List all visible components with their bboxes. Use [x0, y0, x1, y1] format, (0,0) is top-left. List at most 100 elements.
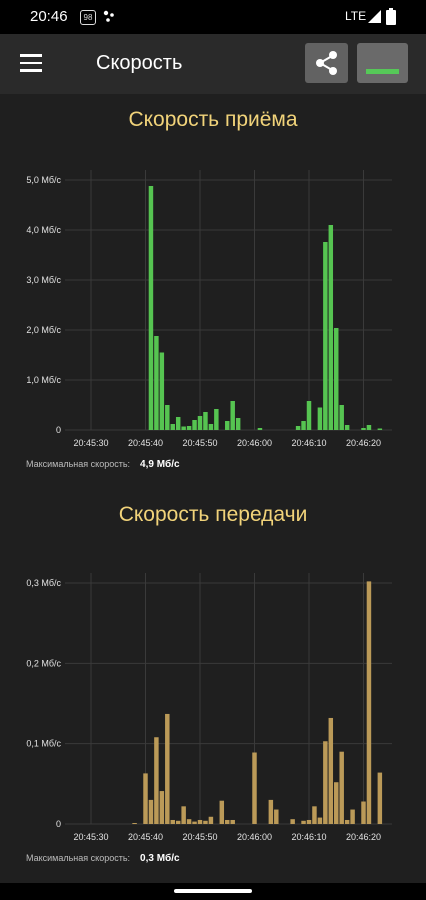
download-bar — [306, 401, 312, 430]
upload-max-value: 0,3 Мб/с — [140, 853, 180, 864]
share-button[interactable] — [305, 43, 348, 83]
upload-y-tick: 0,2 Мб/с — [26, 658, 61, 668]
upload-bar — [274, 809, 279, 824]
app-bar: Скорость — [0, 34, 426, 94]
upload-max-speed: Максимальная скорость: 0,3 Мб/с — [26, 853, 180, 864]
upload-bar — [154, 737, 159, 824]
upload-x-tick: 20:46:00 — [237, 832, 272, 842]
upload-speed-chart: 0 0,1 Мб/с 0,2 Мб/с 0,3 Мб/с 20:45:30 20:45:4… — [26, 573, 392, 842]
download-bar — [257, 428, 263, 430]
download-bar — [208, 424, 214, 430]
upload-x-tick: 20:45:50 — [182, 832, 217, 842]
upload-y-tick: 0 — [56, 819, 61, 829]
download-x-tick: 20:45:30 — [73, 438, 108, 448]
upload-bar — [312, 806, 317, 824]
download-bar — [235, 418, 241, 430]
download-y-tick: 1,0 Мб/с — [26, 375, 61, 385]
upload-bar — [350, 809, 355, 824]
download-bar — [181, 426, 186, 430]
download-y-tick: 2,0 Мб/с — [26, 325, 61, 335]
download-bar — [154, 336, 159, 430]
download-bar — [344, 425, 350, 430]
download-y-tick: 0 — [56, 425, 61, 435]
upload-x-tick: 20:46:20 — [346, 832, 381, 842]
download-bar — [186, 426, 192, 430]
download-bar — [339, 405, 344, 430]
download-bar — [203, 412, 208, 430]
upload-x-tick: 20:45:40 — [128, 832, 163, 842]
graph-view-icon — [366, 69, 399, 74]
download-bar — [175, 417, 181, 430]
upload-bar — [377, 772, 383, 824]
upload-bar — [268, 799, 274, 824]
upload-bar — [170, 819, 175, 824]
upload-x-tick: 20:46:10 — [291, 832, 326, 842]
download-bar — [366, 425, 372, 430]
upload-bar — [208, 816, 214, 824]
download-x-tick: 20:46:20 — [346, 438, 381, 448]
assistant-dots-icon — [103, 10, 114, 22]
upload-bar — [317, 817, 323, 824]
upload-bar — [323, 741, 328, 824]
upload-bar — [328, 717, 334, 824]
download-y-tick: 3,0 Мб/с — [26, 275, 61, 285]
download-bar — [159, 352, 165, 430]
upload-bar — [181, 806, 186, 824]
download-bar — [334, 328, 339, 430]
download-max-speed: Максимальная скорость: 4,9 Мб/с — [26, 459, 180, 470]
upload-bar — [143, 773, 148, 824]
download-bar — [295, 426, 301, 430]
download-bar — [230, 401, 235, 430]
upload-bar — [132, 823, 137, 824]
page-title: Скорость — [96, 52, 183, 74]
upload-max-label: Максимальная скорость: — [26, 853, 131, 863]
battery-icon — [386, 8, 396, 25]
status-time: 20:46 — [30, 8, 68, 25]
upload-chart-title: Скорость передачи — [118, 503, 308, 526]
graph-view-button[interactable] — [357, 43, 408, 83]
upload-bar — [219, 800, 225, 824]
download-bar — [317, 407, 323, 430]
upload-bar — [186, 819, 192, 824]
download-bar — [165, 405, 170, 430]
download-bar — [301, 421, 306, 430]
download-x-tick: 20:46:10 — [291, 438, 326, 448]
upload-bar — [334, 782, 339, 824]
upload-bar — [301, 820, 306, 824]
download-bar — [377, 428, 383, 430]
download-bar — [197, 416, 203, 430]
upload-bar — [230, 819, 235, 824]
menu-icon[interactable] — [20, 54, 42, 72]
upload-bar — [225, 819, 230, 824]
upload-bar — [148, 799, 154, 824]
upload-bar — [344, 819, 350, 824]
upload-bar — [197, 819, 203, 824]
download-bar — [192, 420, 197, 430]
download-max-label: Максимальная скорость: — [26, 459, 131, 469]
home-gesture-handle[interactable] — [174, 889, 252, 893]
status-bar: 20:46 98 LTE — [0, 0, 426, 34]
upload-bar — [203, 820, 208, 824]
download-chart-title: Скорость приёма — [128, 108, 298, 131]
upload-y-tick: 0,3 Мб/с — [26, 578, 61, 588]
upload-bar — [165, 713, 170, 824]
download-bar — [361, 428, 366, 430]
upload-bar — [361, 801, 366, 824]
download-bar — [225, 421, 230, 430]
upload-bar — [306, 819, 312, 824]
notification-badge-icon: 98 — [80, 10, 96, 25]
download-y-tick: 4,0 Мб/с — [26, 225, 61, 235]
download-bar — [214, 409, 219, 430]
upload-bar — [192, 821, 197, 824]
upload-bar — [175, 820, 181, 824]
upload-bar — [159, 791, 165, 824]
signal-icon — [368, 10, 381, 23]
upload-x-tick: 20:45:30 — [73, 832, 108, 842]
upload-bar — [366, 581, 372, 824]
share-icon — [316, 51, 337, 75]
navigation-bar — [0, 883, 426, 900]
download-y-tick: 5,0 Мб/с — [26, 175, 61, 185]
download-bar — [148, 186, 154, 430]
download-x-tick: 20:45:40 — [128, 438, 163, 448]
download-speed-chart: 0 1,0 Мб/с 2,0 Мб/с 3,0 Мб/с 4,0 Мб/с 5,0 Мб/… — [26, 170, 392, 448]
